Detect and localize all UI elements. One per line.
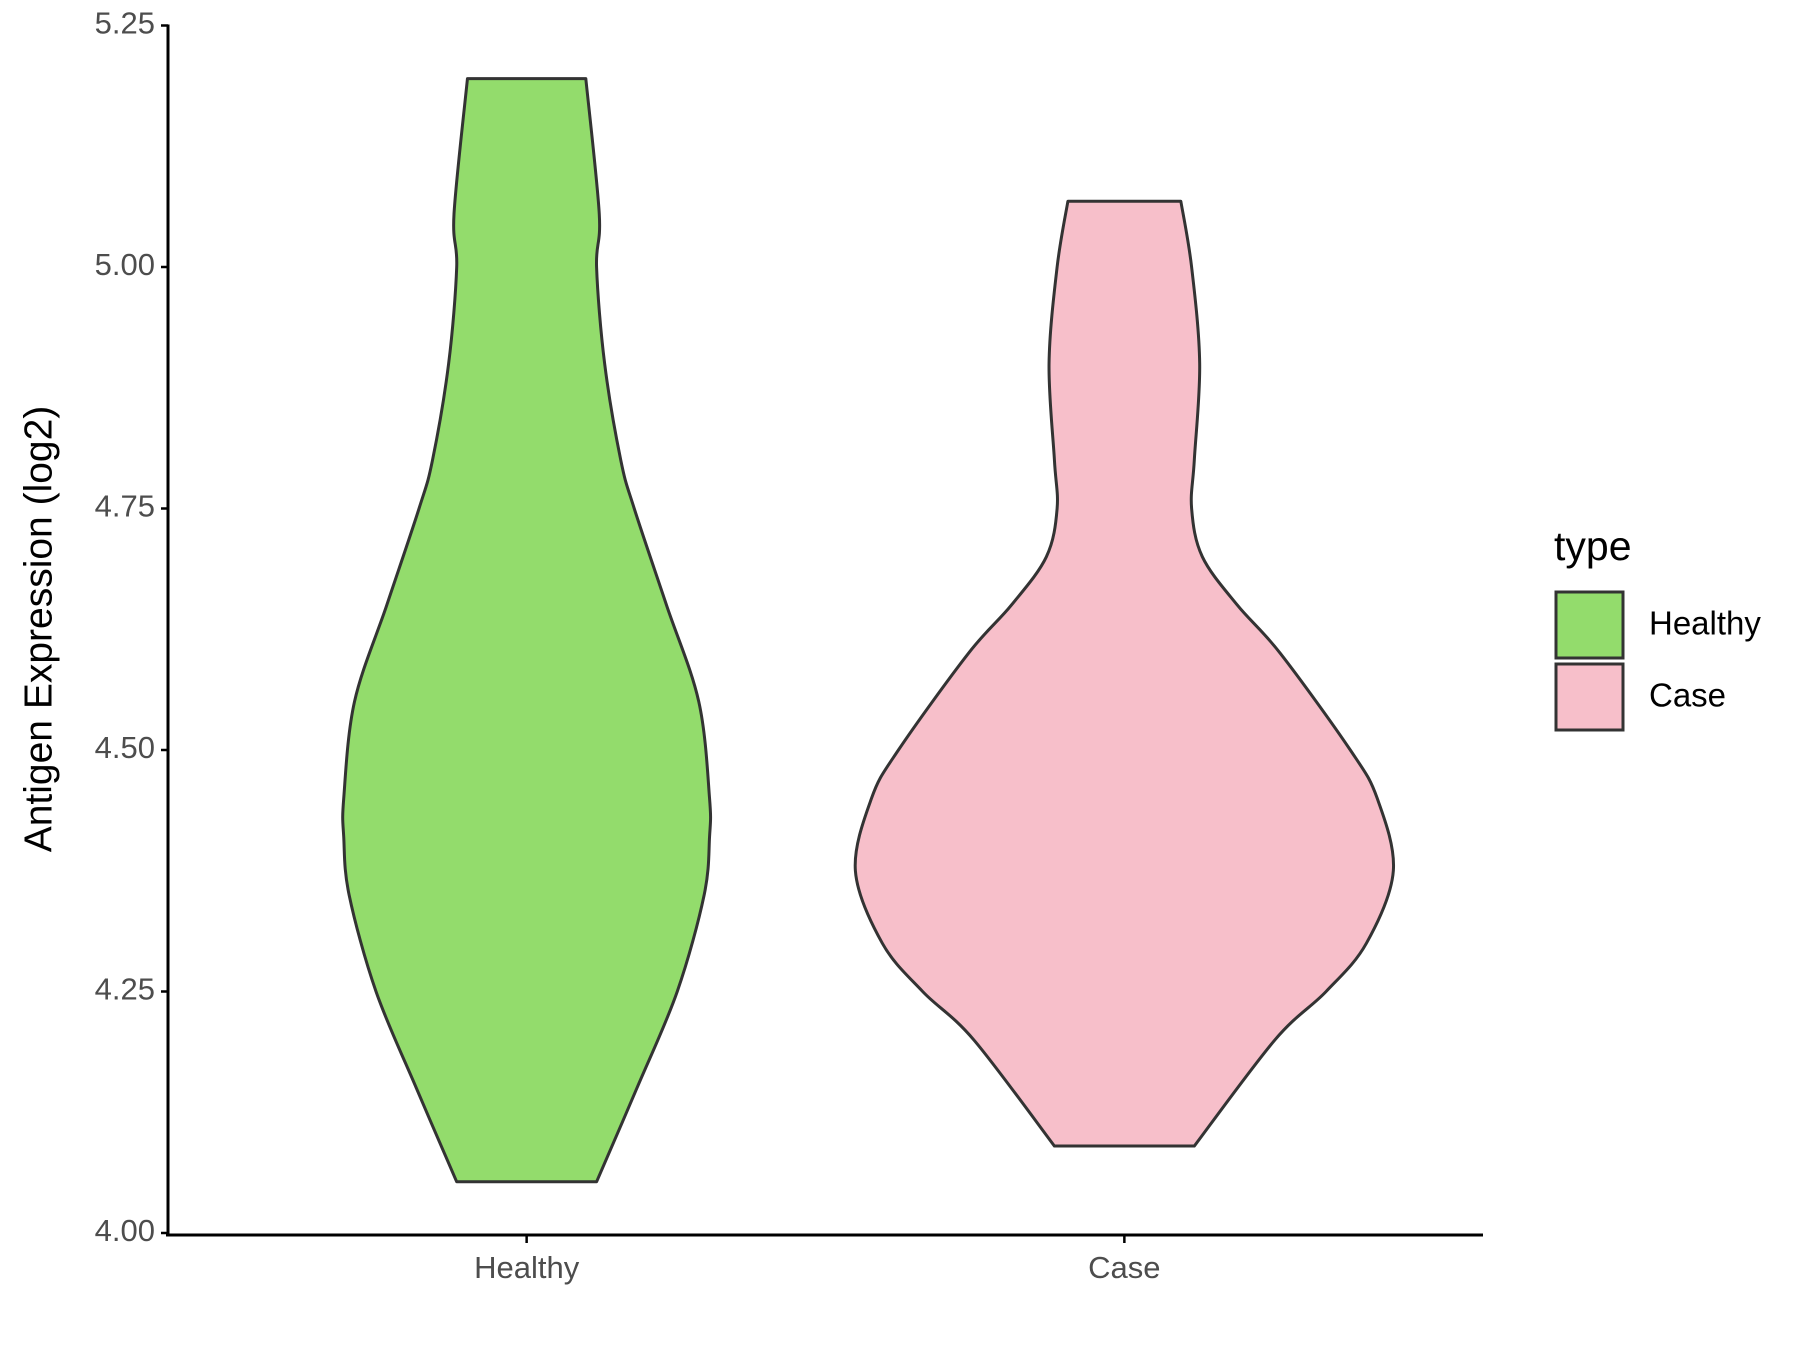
y-tick-label: 4.00: [95, 1213, 155, 1248]
violin: [341, 77, 713, 1184]
legend-label: Case: [1649, 677, 1726, 714]
y-tick-label: 4.25: [95, 972, 155, 1007]
violin: [853, 199, 1395, 1148]
y-tick-label: 5.25: [95, 6, 155, 41]
y-tick-label: 5.00: [95, 247, 155, 282]
y-axis-title: Antigen Expression (log2): [17, 406, 60, 853]
x-tick-label: Healthy: [474, 1250, 580, 1285]
legend-key: [1554, 590, 1625, 660]
legend-key: [1554, 662, 1625, 732]
legend-title: type: [1554, 523, 1632, 569]
y-tick-label: 4.50: [95, 730, 155, 765]
legend-label: Healthy: [1649, 605, 1761, 642]
x-tick-label: Case: [1088, 1250, 1160, 1285]
y-tick-label: 4.75: [95, 489, 155, 524]
